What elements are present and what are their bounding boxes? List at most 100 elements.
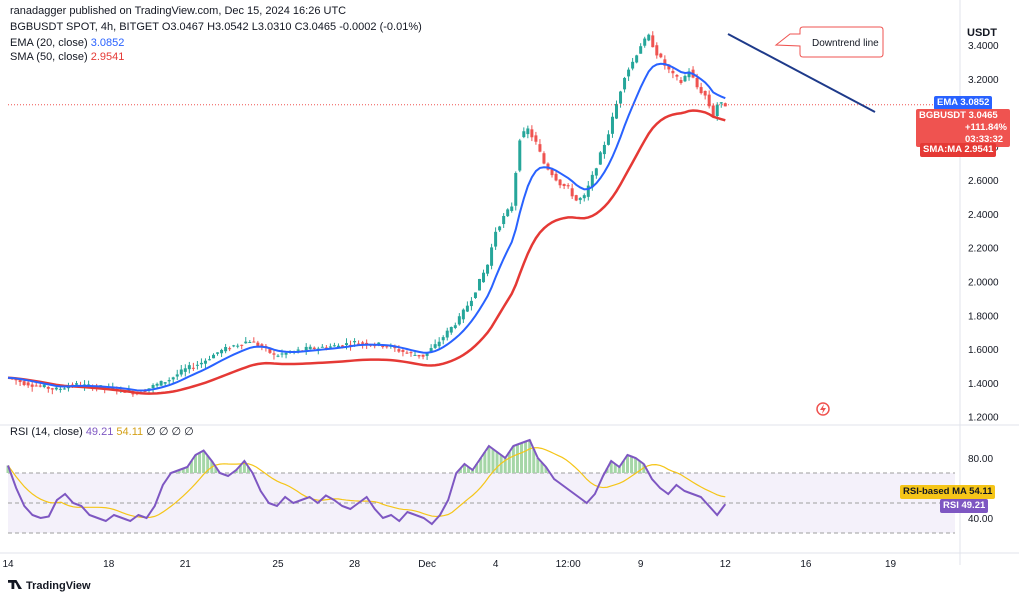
time-tick-label: 9	[638, 559, 644, 570]
candle-body	[191, 367, 195, 369]
candle-body	[220, 349, 224, 354]
candle-body	[244, 341, 248, 344]
candle-body	[639, 46, 643, 54]
time-tick-label: 25	[272, 559, 284, 570]
candle-body	[582, 195, 586, 199]
candle-body	[465, 305, 469, 312]
candle-body	[336, 345, 340, 348]
candle-body	[159, 380, 163, 386]
tradingview-footer[interactable]: TradingView	[8, 580, 91, 592]
price-tick-label: 2.6000	[968, 176, 999, 187]
candle-body	[498, 226, 502, 231]
candle-body	[328, 346, 332, 348]
ohlc-close: C3.0465	[294, 21, 337, 33]
price-tick-label: 1.4000	[968, 379, 999, 390]
lightning-bolt	[820, 404, 826, 414]
sma-legend[interactable]: SMA (50, close) 2.9541	[10, 51, 124, 63]
sma-value: 2.9541	[90, 51, 125, 63]
candle-body	[50, 388, 54, 390]
candle-body	[514, 172, 518, 206]
candle-body	[562, 183, 566, 187]
candle-body	[87, 384, 91, 386]
candle-body	[30, 384, 34, 387]
candle-body	[175, 374, 179, 377]
candle-body	[606, 134, 610, 145]
rsi-ma-tag: RSI-based MA 54.11	[900, 485, 996, 499]
candle-body	[510, 206, 514, 211]
candle-body	[453, 325, 457, 328]
rsi-tick-label: 40.00	[968, 514, 993, 525]
publisher-line: ranadagger published on TradingView.com,…	[10, 5, 347, 17]
candle-body	[54, 387, 58, 390]
candle-body	[216, 352, 220, 354]
price-tick-label: 2.2000	[968, 244, 999, 255]
candle-body	[228, 348, 232, 350]
time-tick-label: 28	[349, 559, 361, 570]
ema-legend[interactable]: EMA (20, close) 3.0852	[10, 37, 124, 49]
time-tick-label: 12:00	[556, 559, 581, 570]
annotation-text: Downtrend line	[812, 38, 879, 49]
price-tick-label: 1.2000	[968, 413, 999, 424]
downtrend-line	[727, 33, 876, 113]
candle-body	[203, 360, 207, 364]
candle-body	[461, 309, 465, 320]
rsi-tag: RSI 49.21	[940, 499, 989, 513]
candle-body	[647, 34, 651, 41]
annotation-callout	[774, 26, 884, 58]
candle-body	[260, 344, 264, 347]
candle-body	[594, 168, 598, 176]
candle-body	[671, 70, 675, 74]
candle-body	[586, 185, 590, 197]
candle-body	[167, 380, 171, 382]
candle-body	[542, 153, 546, 164]
candle-body	[631, 61, 635, 69]
rsi-overbought-fill	[6, 440, 650, 473]
candle-body	[574, 195, 578, 201]
candle-body	[506, 209, 510, 217]
candle-body	[357, 343, 361, 345]
candle-body	[659, 53, 663, 58]
candle-body	[397, 349, 401, 352]
lightning-icon	[816, 402, 830, 416]
candle-body	[296, 349, 300, 351]
candle-body	[711, 105, 715, 118]
candle-body	[482, 272, 486, 283]
candle-body	[345, 343, 349, 346]
candle-body	[195, 364, 199, 366]
candle-body	[409, 352, 413, 354]
candle-body	[268, 348, 272, 353]
candle-body	[42, 384, 46, 388]
candle-body	[332, 345, 336, 347]
candle-body	[570, 188, 574, 197]
candle-body	[179, 369, 183, 375]
time-tick-label: Dec	[418, 559, 436, 570]
candle-body	[675, 74, 679, 77]
candle-body	[441, 337, 445, 341]
rsi-ma-line	[7, 447, 726, 519]
candle-body	[554, 173, 558, 181]
candle-body	[699, 87, 703, 94]
symbol-line: BGBUSDT SPOT, 4h, BITGET	[10, 21, 159, 33]
candle-body	[236, 345, 240, 347]
candle-body	[324, 347, 328, 349]
candle-body	[469, 300, 473, 307]
candle-body	[643, 38, 647, 46]
price-tick-label: 1.8000	[968, 311, 999, 322]
candle-body	[473, 292, 477, 298]
time-tick-label: 18	[103, 559, 115, 570]
candle-body	[449, 327, 453, 333]
candle-body	[623, 77, 627, 90]
candle-body	[667, 64, 671, 70]
candle-body	[490, 247, 494, 266]
candle-body	[417, 354, 421, 357]
candle-body	[534, 135, 538, 142]
ohlc-low: L3.0310	[251, 21, 292, 33]
rsi-legend[interactable]: RSI (14, close) 49.21 54.11 ∅ ∅ ∅ ∅	[10, 425, 194, 438]
sma-tag: SMA:MA 2.9541	[920, 143, 997, 157]
candle-body	[151, 385, 155, 389]
sma-50-line	[7, 109, 726, 395]
candle-body	[284, 352, 288, 355]
candle-body	[280, 353, 284, 355]
candle-body	[683, 75, 687, 82]
